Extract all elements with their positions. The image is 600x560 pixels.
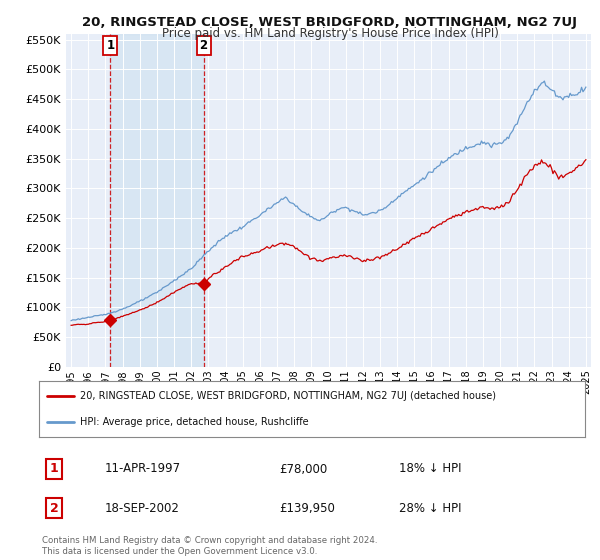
Text: 2: 2 bbox=[200, 39, 208, 52]
Text: Contains HM Land Registry data © Crown copyright and database right 2024.
This d: Contains HM Land Registry data © Crown c… bbox=[42, 536, 377, 556]
Text: 20, RINGSTEAD CLOSE, WEST BRIDGFORD, NOTTINGHAM, NG2 7UJ: 20, RINGSTEAD CLOSE, WEST BRIDGFORD, NOT… bbox=[83, 16, 577, 29]
Text: 18-SEP-2002: 18-SEP-2002 bbox=[104, 502, 179, 515]
Bar bbox=[110, 34, 203, 367]
Text: £78,000: £78,000 bbox=[279, 463, 328, 475]
Text: 2: 2 bbox=[50, 502, 59, 515]
Text: HPI: Average price, detached house, Rushcliffe: HPI: Average price, detached house, Rush… bbox=[80, 417, 308, 427]
Text: 1: 1 bbox=[50, 463, 59, 475]
Text: Price paid vs. HM Land Registry's House Price Index (HPI): Price paid vs. HM Land Registry's House … bbox=[161, 27, 499, 40]
Text: 18% ↓ HPI: 18% ↓ HPI bbox=[400, 463, 462, 475]
Text: 1: 1 bbox=[106, 39, 115, 52]
Text: 28% ↓ HPI: 28% ↓ HPI bbox=[400, 502, 462, 515]
Text: 20, RINGSTEAD CLOSE, WEST BRIDGFORD, NOTTINGHAM, NG2 7UJ (detached house): 20, RINGSTEAD CLOSE, WEST BRIDGFORD, NOT… bbox=[80, 391, 496, 401]
Text: £139,950: £139,950 bbox=[279, 502, 335, 515]
Text: 11-APR-1997: 11-APR-1997 bbox=[104, 463, 181, 475]
